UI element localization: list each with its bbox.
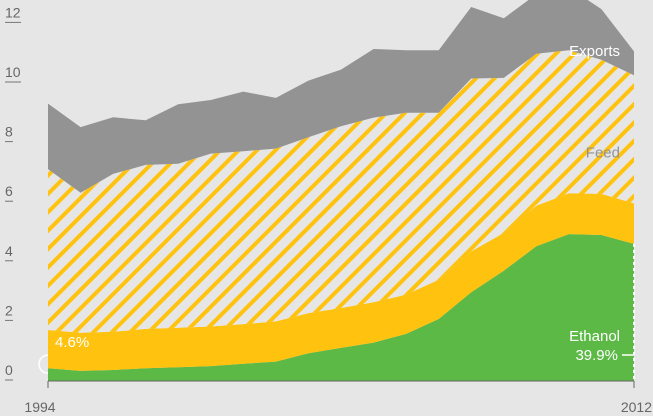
series-label-ethanol: Ethanol [569, 328, 620, 345]
annotations: 4.6% 39.9% [38, 243, 635, 381]
x-tick-label: 2012 [621, 399, 652, 415]
series-label-feed: Feed [586, 145, 620, 162]
y-tick-label: 12 [5, 4, 21, 20]
start-bracket [38, 354, 49, 374]
series-labels: Exports Feed Food Ethanol [569, 43, 620, 345]
series-areas [48, 0, 634, 381]
y-tick-label: 10 [5, 64, 21, 80]
x-tick-label: 1994 [24, 399, 55, 415]
y-tick-label: 6 [5, 183, 13, 199]
x-axis: 1994 2012 [24, 380, 652, 415]
area-ethanol [48, 234, 634, 381]
area-feed [48, 50, 634, 333]
y-tick-label: 8 [5, 124, 13, 140]
y-tick-label: 2 [5, 302, 13, 318]
start-share-label: 4.6% [55, 334, 89, 351]
y-axis: 0 2 4 6 8 10 12 [5, 4, 21, 381]
series-label-food: Food [586, 216, 620, 233]
area-food [48, 193, 634, 371]
y-tick-label: 4 [5, 243, 13, 259]
area-exports [48, 0, 634, 193]
series-label-exports: Exports [569, 43, 620, 60]
end-share-label: 39.9% [575, 347, 618, 364]
y-tick-label: 0 [5, 362, 13, 378]
